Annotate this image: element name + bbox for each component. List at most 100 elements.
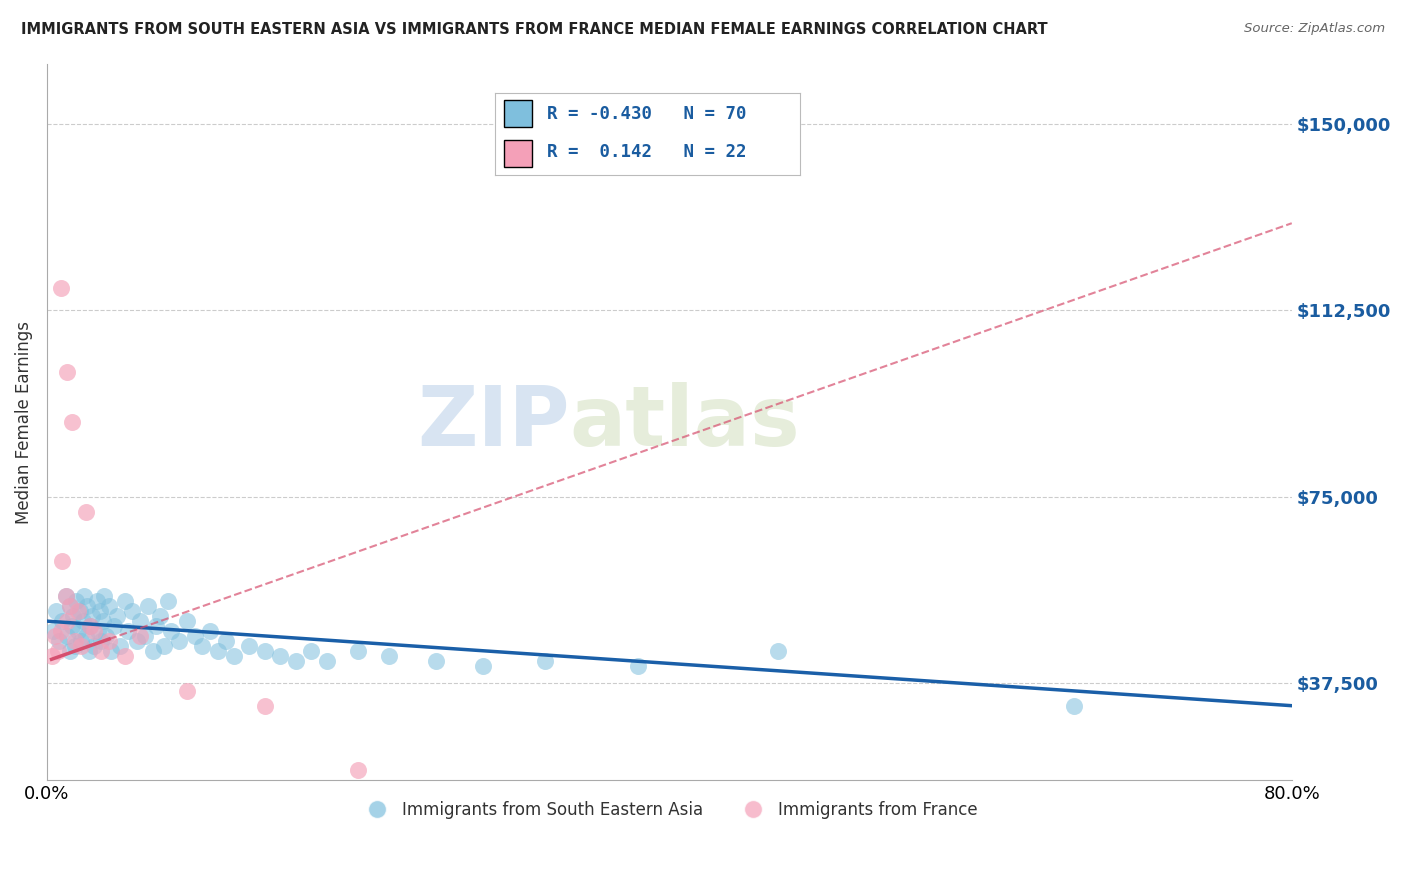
Point bbox=[60, 415, 83, 429]
Point bbox=[90, 644, 112, 658]
Point bbox=[299, 644, 322, 658]
Point bbox=[100, 644, 122, 658]
Point bbox=[66, 604, 89, 618]
Point bbox=[347, 644, 370, 658]
Point bbox=[89, 604, 111, 618]
Text: IMMIGRANTS FROM SOUTH EASTERN ASIA VS IMMIGRANTS FROM FRANCE MEDIAN FEMALE EARNI: IMMIGRANTS FROM SOUTH EASTERN ASIA VS IM… bbox=[21, 22, 1047, 37]
Point bbox=[378, 648, 401, 663]
Point bbox=[98, 599, 121, 614]
Point bbox=[191, 639, 214, 653]
Point bbox=[316, 654, 339, 668]
Point bbox=[108, 639, 131, 653]
Text: atlas: atlas bbox=[569, 382, 800, 463]
Point bbox=[127, 634, 149, 648]
Point bbox=[59, 644, 82, 658]
Point bbox=[121, 604, 143, 618]
Point bbox=[134, 629, 156, 643]
Point bbox=[79, 619, 101, 633]
Point bbox=[90, 634, 112, 648]
Point bbox=[145, 619, 167, 633]
Point bbox=[42, 624, 65, 638]
Point bbox=[152, 639, 174, 653]
Point bbox=[222, 648, 245, 663]
Point bbox=[142, 644, 165, 658]
Point bbox=[49, 624, 72, 638]
Point bbox=[425, 654, 447, 668]
Point bbox=[79, 619, 101, 633]
Point bbox=[176, 683, 198, 698]
Point bbox=[41, 648, 63, 663]
Text: ZIP: ZIP bbox=[418, 382, 569, 463]
Point bbox=[66, 624, 89, 638]
Point bbox=[253, 698, 276, 713]
Point bbox=[70, 639, 93, 653]
Point bbox=[49, 281, 72, 295]
Point bbox=[215, 634, 238, 648]
Point bbox=[534, 654, 557, 668]
Point bbox=[347, 764, 370, 778]
Point bbox=[70, 634, 93, 648]
Point bbox=[83, 624, 105, 638]
Point bbox=[93, 589, 115, 603]
Point bbox=[103, 619, 125, 633]
Point bbox=[51, 614, 73, 628]
Point bbox=[284, 654, 307, 668]
Point bbox=[207, 644, 229, 658]
Point bbox=[129, 629, 152, 643]
Point bbox=[98, 634, 121, 648]
Point bbox=[80, 609, 103, 624]
Point bbox=[60, 619, 83, 633]
Point bbox=[136, 599, 159, 614]
Point bbox=[176, 614, 198, 628]
Point bbox=[62, 609, 84, 624]
Text: Source: ZipAtlas.com: Source: ZipAtlas.com bbox=[1244, 22, 1385, 36]
Point bbox=[73, 589, 96, 603]
Point bbox=[83, 639, 105, 653]
Point bbox=[149, 609, 172, 624]
Point bbox=[183, 629, 205, 643]
Point bbox=[86, 594, 108, 608]
Point bbox=[44, 629, 66, 643]
Point bbox=[75, 505, 97, 519]
Y-axis label: Median Female Earnings: Median Female Earnings bbox=[15, 321, 32, 524]
Point bbox=[63, 639, 86, 653]
Point bbox=[56, 614, 79, 628]
Point bbox=[129, 614, 152, 628]
Point bbox=[238, 639, 260, 653]
Point bbox=[114, 648, 136, 663]
Point bbox=[51, 554, 73, 568]
Point bbox=[160, 624, 183, 638]
Point bbox=[77, 644, 100, 658]
Point bbox=[69, 604, 91, 618]
Point bbox=[117, 624, 139, 638]
Point bbox=[59, 599, 82, 614]
Point bbox=[269, 648, 291, 663]
Point bbox=[1063, 698, 1085, 713]
Point bbox=[65, 594, 87, 608]
Point bbox=[114, 594, 136, 608]
Point bbox=[63, 634, 86, 648]
Point bbox=[75, 629, 97, 643]
Point bbox=[55, 589, 77, 603]
Point bbox=[48, 634, 70, 648]
Legend: Immigrants from South Eastern Asia, Immigrants from France: Immigrants from South Eastern Asia, Immi… bbox=[354, 795, 984, 826]
Point bbox=[253, 644, 276, 658]
Point bbox=[627, 659, 650, 673]
Point bbox=[471, 659, 494, 673]
Point bbox=[59, 599, 82, 614]
Point bbox=[76, 599, 98, 614]
Point bbox=[56, 366, 79, 380]
Point bbox=[94, 629, 117, 643]
Point bbox=[87, 624, 110, 638]
Point bbox=[200, 624, 222, 638]
Point bbox=[91, 614, 114, 628]
Point bbox=[157, 594, 180, 608]
Point bbox=[768, 644, 790, 658]
Point bbox=[105, 609, 128, 624]
Point bbox=[72, 614, 94, 628]
Point bbox=[167, 634, 190, 648]
Point bbox=[56, 629, 79, 643]
Point bbox=[45, 604, 67, 618]
Point bbox=[46, 644, 69, 658]
Point bbox=[55, 589, 77, 603]
